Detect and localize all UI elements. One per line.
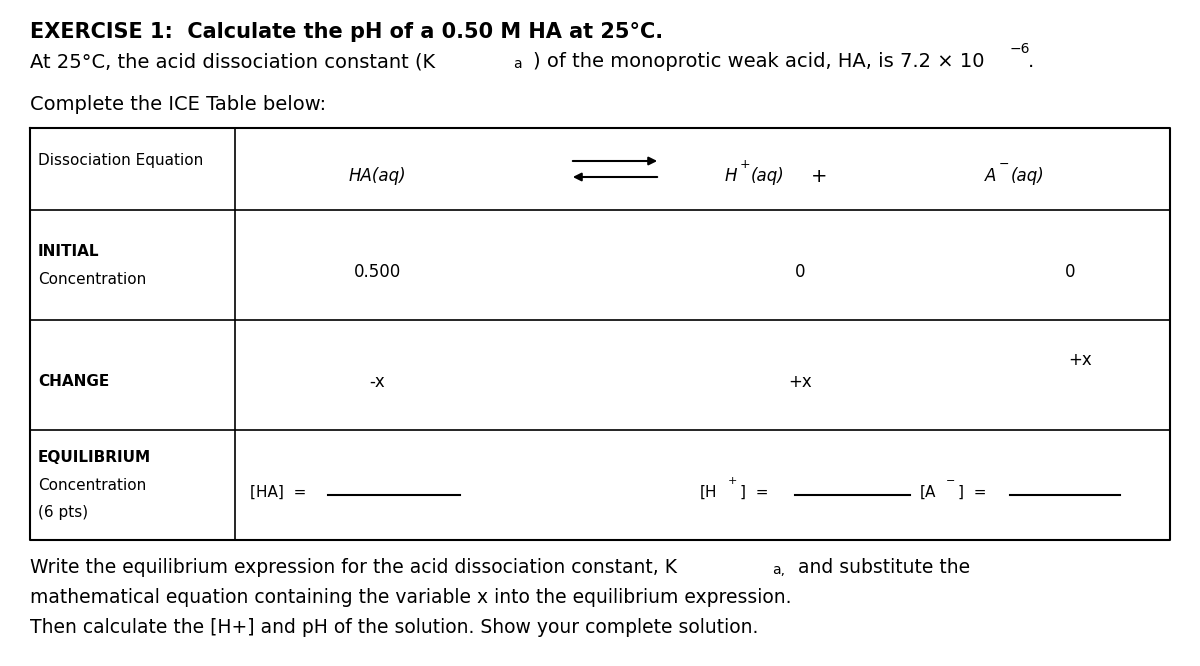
Text: 0.500: 0.500 — [354, 263, 401, 281]
Text: ) of the monoprotic weak acid, HA, is 7.2 × 10: ) of the monoprotic weak acid, HA, is 7.… — [533, 52, 984, 71]
Text: [A: [A — [920, 484, 936, 500]
Text: +: + — [811, 166, 828, 186]
Text: [HA]  =: [HA] = — [250, 484, 306, 500]
Text: and substitute the: and substitute the — [792, 558, 970, 577]
Text: (aq): (aq) — [751, 167, 785, 185]
Text: CHANGE: CHANGE — [38, 374, 109, 390]
Text: EQUILIBRIUM: EQUILIBRIUM — [38, 450, 151, 464]
Text: -x: -x — [370, 373, 385, 391]
Text: EXERCISE 1:  Calculate the pH of a 0.50 M HA at 25°C.: EXERCISE 1: Calculate the pH of a 0.50 M… — [30, 22, 664, 42]
Text: +x: +x — [1068, 351, 1092, 369]
Text: [H: [H — [700, 484, 718, 500]
Text: a: a — [514, 57, 522, 71]
Text: HA(aq): HA(aq) — [349, 167, 407, 185]
Text: ]  =: ] = — [958, 484, 986, 500]
Text: +: + — [740, 157, 751, 170]
Text: Dissociation Equation: Dissociation Equation — [38, 153, 203, 168]
Text: (aq): (aq) — [1010, 167, 1045, 185]
Text: H: H — [725, 167, 738, 185]
Text: +: + — [728, 476, 737, 486]
Text: 0: 0 — [794, 263, 805, 281]
Text: ]  =: ] = — [740, 484, 768, 500]
Text: Then calculate the [H+] and pH of the solution. Show your complete solution.: Then calculate the [H+] and pH of the so… — [30, 618, 758, 637]
Text: Complete the ICE Table below:: Complete the ICE Table below: — [30, 95, 326, 114]
Text: −6: −6 — [1010, 42, 1031, 56]
Text: mathematical equation containing the variable x into the equilibrium expression.: mathematical equation containing the var… — [30, 588, 792, 607]
Text: At 25°C, the acid dissociation constant (K: At 25°C, the acid dissociation constant … — [30, 52, 436, 71]
Text: .: . — [1028, 52, 1034, 71]
Text: −: − — [946, 476, 955, 486]
Text: INITIAL: INITIAL — [38, 244, 100, 258]
Text: +x: +x — [788, 373, 812, 391]
Text: Concentration: Concentration — [38, 478, 146, 492]
Text: Concentration: Concentration — [38, 272, 146, 286]
Text: (6 pts): (6 pts) — [38, 505, 88, 521]
Text: Write the equilibrium expression for the acid dissociation constant, K: Write the equilibrium expression for the… — [30, 558, 677, 577]
Text: A: A — [985, 167, 996, 185]
Text: 0: 0 — [1064, 263, 1075, 281]
Text: −: − — [998, 157, 1009, 170]
Text: a,: a, — [772, 563, 785, 577]
